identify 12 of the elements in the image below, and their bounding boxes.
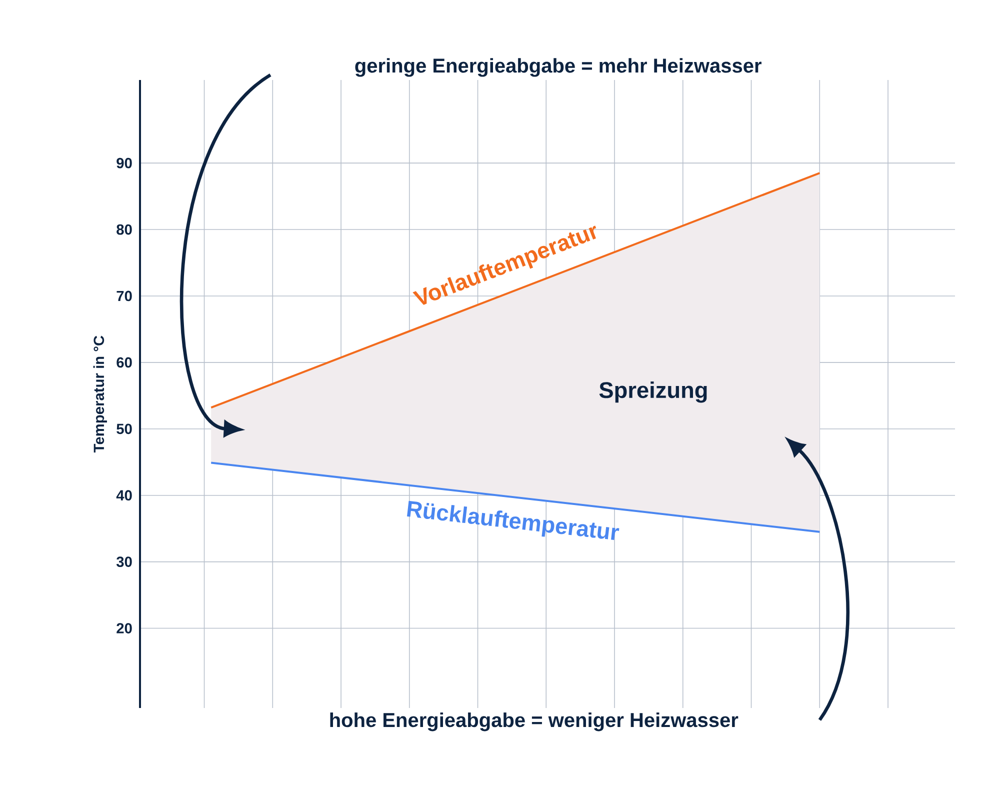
- y-tick-label: 50: [116, 424, 132, 434]
- y-tick-label: 70: [116, 290, 132, 302]
- text: hohe Energieabgabe = weniger Heizwasser: [330, 712, 738, 732]
- y-tick-label: 80: [116, 224, 132, 235]
- y-tick-label: 20: [116, 623, 132, 634]
- y-tick-label: 60: [116, 357, 132, 368]
- y-tick-label: 40: [116, 490, 132, 501]
- y-tick-label: 90: [116, 158, 132, 168]
- annotation: Spreizung: [599, 382, 707, 403]
- text: geringe Energieabgabe = mehr Heizwasser: [355, 58, 762, 77]
- y-axis-title: Temperatur in °C: [93, 336, 107, 452]
- y-tick-label: 30: [116, 556, 132, 568]
